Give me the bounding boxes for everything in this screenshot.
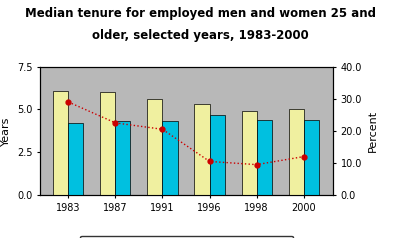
Bar bbox=[53, 91, 68, 195]
Legend: Men, Women, Pct. Difference: Men, Women, Pct. Difference bbox=[81, 236, 292, 238]
Bar bbox=[241, 111, 257, 195]
Text: older, selected years, 1983-2000: older, selected years, 1983-2000 bbox=[92, 29, 309, 42]
Bar bbox=[162, 121, 178, 195]
Bar bbox=[304, 120, 319, 195]
Bar bbox=[68, 123, 83, 195]
Bar bbox=[210, 115, 225, 195]
Y-axis label: Years: Years bbox=[2, 116, 11, 146]
Bar bbox=[257, 120, 271, 195]
Bar bbox=[148, 99, 162, 195]
Bar bbox=[115, 121, 130, 195]
Bar bbox=[100, 92, 115, 195]
Y-axis label: Percent: Percent bbox=[368, 110, 377, 152]
Bar bbox=[289, 109, 304, 195]
Bar bbox=[194, 104, 210, 195]
Text: Median tenure for employed men and women 25 and: Median tenure for employed men and women… bbox=[25, 7, 376, 20]
